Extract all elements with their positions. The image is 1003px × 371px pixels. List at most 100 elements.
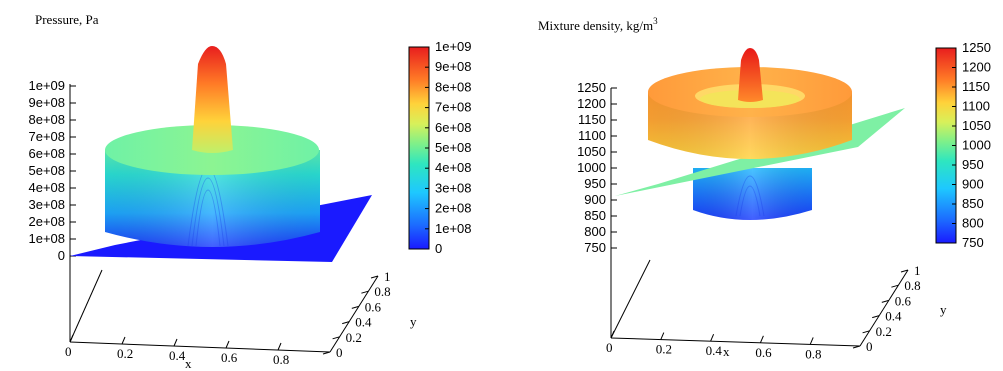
pressure-z-tick-label: 2e+08 (28, 214, 65, 229)
density-x-ticks: 0 0.2 0.4 0.6 0.8 (606, 330, 821, 361)
pressure-colorbar-label: 2e+08 (435, 201, 472, 216)
density-y-tick-mark (872, 315, 880, 319)
pressure-x-tick-label: 0.8 (273, 352, 289, 367)
density-y-tick-mark (891, 284, 899, 288)
density-colorbar-label: 1000 (962, 138, 991, 153)
density-colorbar-label: 850 (962, 196, 984, 211)
pressure-y-tick-mark (332, 336, 340, 340)
pressure-z-tick-label: 1e+08 (28, 231, 65, 246)
density-floor (610, 248, 909, 347)
density-y-tick-mark (852, 345, 861, 349)
pressure-x-tick-mark (277, 342, 282, 351)
pressure-z-tick-label: 9e+08 (28, 95, 65, 110)
pressure-floor (69, 256, 379, 353)
pressure-y-tick-mark (351, 305, 359, 309)
density-colorbar-label: 1150 (962, 79, 990, 94)
pressure-surface (70, 46, 372, 262)
density-colorbar-label: 950 (962, 157, 984, 172)
density-colorbar-label: 800 (962, 216, 984, 231)
pressure-z-ticks: 1e+09 9e+08 8e+08 7e+08 6e+08 5e+08 4e+08 3e+08… (28, 78, 76, 263)
density-z-tick-label: 1150 (578, 112, 606, 127)
density-x-tick-label: 0.8 (805, 346, 821, 361)
density-colorbar-label: 1050 (962, 118, 991, 133)
density-y-tick-label: 1 (914, 263, 921, 278)
density-colorbar-label: 750 (962, 235, 984, 250)
pressure-colorbar-label: 6e+08 (435, 120, 472, 135)
pressure-x-tick-label: 0.4 (169, 348, 186, 363)
density-z-tick-label: 750 (584, 240, 606, 255)
density-y-tick-mark (881, 299, 889, 303)
pressure-x-ticks: 0 0.2 0.4 0.6 0.8 (65, 334, 289, 367)
density-x-tick-mark (660, 332, 665, 340)
density-z-tick-label: 1100 (578, 128, 606, 143)
density-z-tick-label: 950 (584, 176, 606, 191)
pressure-z-tick-label: 0 (58, 248, 65, 263)
density-z-tick-label: 850 (584, 208, 606, 223)
density-y-tick-label: 0.8 (904, 278, 920, 293)
density-peak (738, 48, 763, 102)
pressure-colorbar-label: 1e+08 (435, 221, 472, 236)
pressure-y-label: y (410, 314, 417, 329)
pressure-colorbar-label: 9e+08 (435, 59, 472, 74)
pressure-y-tick-label: 0.8 (374, 284, 390, 299)
density-x-tick-mark (610, 330, 615, 339)
pressure-y-tick-label: 0.6 (365, 299, 382, 314)
density-x-tick-label: 0 (606, 340, 613, 355)
pressure-z-tick-label: 5e+08 (28, 163, 65, 178)
pressure-colorbar-label: 4e+08 (435, 160, 472, 175)
pressure-z-tick-label: 8e+08 (28, 112, 65, 127)
pressure-y-tick-label: 0 (336, 345, 343, 360)
density-y-tick-label: 0.6 (895, 293, 912, 308)
density-colorbar-labels: 1250 1200 1150 1100 1050 1000 950 900 850 800 750 (952, 40, 991, 250)
pressure-y-tick-mark (322, 351, 331, 355)
pressure-x-tick-mark (173, 338, 178, 347)
density-z-tick-label: 1050 (577, 144, 606, 159)
pressure-x-tick-label: 0.2 (117, 346, 133, 361)
density-colorbar-label: 1250 (962, 40, 991, 55)
pressure-z-tick-label: 3e+08 (28, 197, 65, 212)
density-y-tick-label: 0 (866, 339, 873, 354)
density-x-tick-label: 0.2 (656, 342, 672, 357)
pressure-peak (192, 46, 233, 153)
pressure-x-tick-label: 0 (65, 344, 72, 359)
density-y-tick-mark (862, 330, 870, 334)
density-x-tick-label: 0.6 (755, 345, 772, 360)
density-y-tick-label: 0.2 (876, 324, 892, 339)
density-x-tick-mark (809, 337, 814, 345)
pressure-y-tick-mark (342, 321, 350, 325)
density-z-tick-label: 1000 (577, 160, 606, 175)
density-surface (615, 48, 905, 220)
pressure-colorbar-label: 3e+08 (435, 180, 472, 195)
density-z-tick-label: 1250 (577, 80, 606, 95)
density-colorbar-label: 1100 (962, 99, 990, 114)
pressure-chart: Pressure, Pa 1e+09 9e+08 8e+08 7e+08 6e+08 5e… (28, 12, 471, 371)
density-z-tick-label: 1200 (577, 96, 606, 111)
pressure-y-tick-label: 1 (384, 269, 391, 284)
pressure-z-tick-label: 6e+08 (28, 146, 65, 161)
density-title: Mixture density, kg/m3 (538, 16, 658, 33)
pressure-colorbar-labels: 1e+09 9e+08 8e+08 7e+08 6e+08 5e+08 4e+08 3e+08… (425, 39, 472, 256)
density-y-ticks: 00.20.40.60.81 (852, 263, 921, 354)
density-y-tick-label: 0.4 (885, 309, 902, 324)
pressure-z-tick-label: 7e+08 (28, 129, 65, 144)
density-z-tick-label: 900 (584, 192, 606, 207)
pressure-x-tick-mark (121, 336, 126, 345)
pressure-x-tick-mark (225, 340, 230, 349)
density-y-tick-mark (900, 269, 909, 273)
pressure-colorbar-label: 5e+08 (435, 140, 472, 155)
density-x-tick-mark (759, 335, 764, 343)
pressure-y-ticks: 00.20.40.60.81 (322, 269, 391, 360)
pressure-title: Pressure, Pa (35, 12, 99, 27)
density-x-label: x (723, 344, 730, 359)
pressure-y-tick-mark (370, 275, 379, 279)
pressure-y-tick-mark (361, 290, 369, 294)
density-colorbar-label: 1200 (962, 60, 991, 75)
pressure-z-tick-label: 4e+08 (28, 180, 65, 195)
density-x-tick-mark (710, 334, 715, 342)
pressure-colorbar-label: 1e+09 (435, 39, 472, 54)
density-y-label: y (940, 302, 947, 317)
pressure-x-tick-mark (69, 334, 74, 343)
pressure-x-label: x (185, 356, 192, 371)
